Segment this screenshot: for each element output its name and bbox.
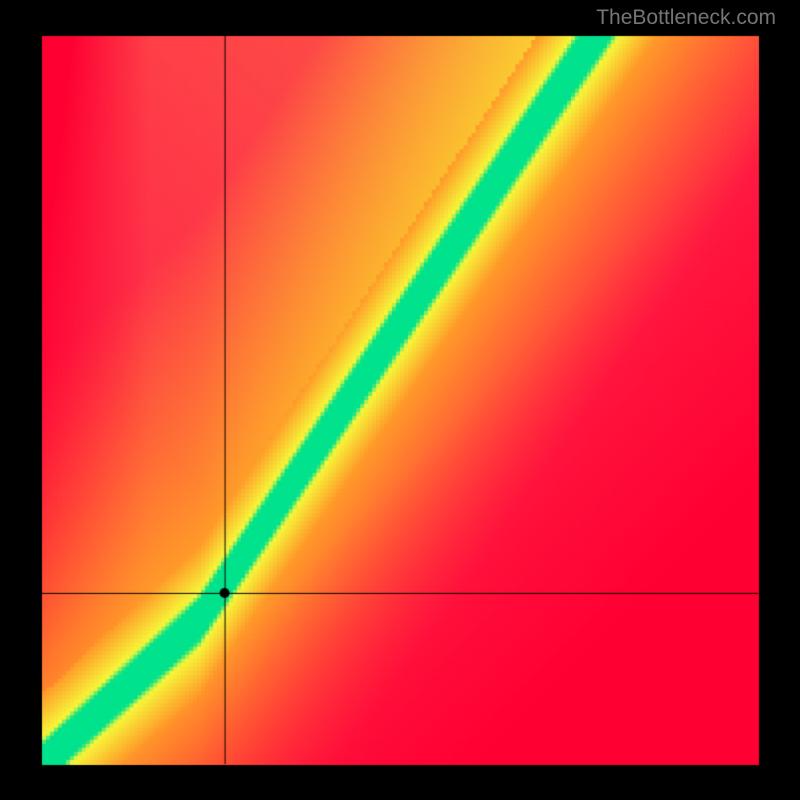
chart-container: TheBottleneck.com: [0, 0, 800, 800]
bottleneck-heatmap: [0, 0, 800, 800]
watermark-text: TheBottleneck.com: [596, 6, 776, 30]
